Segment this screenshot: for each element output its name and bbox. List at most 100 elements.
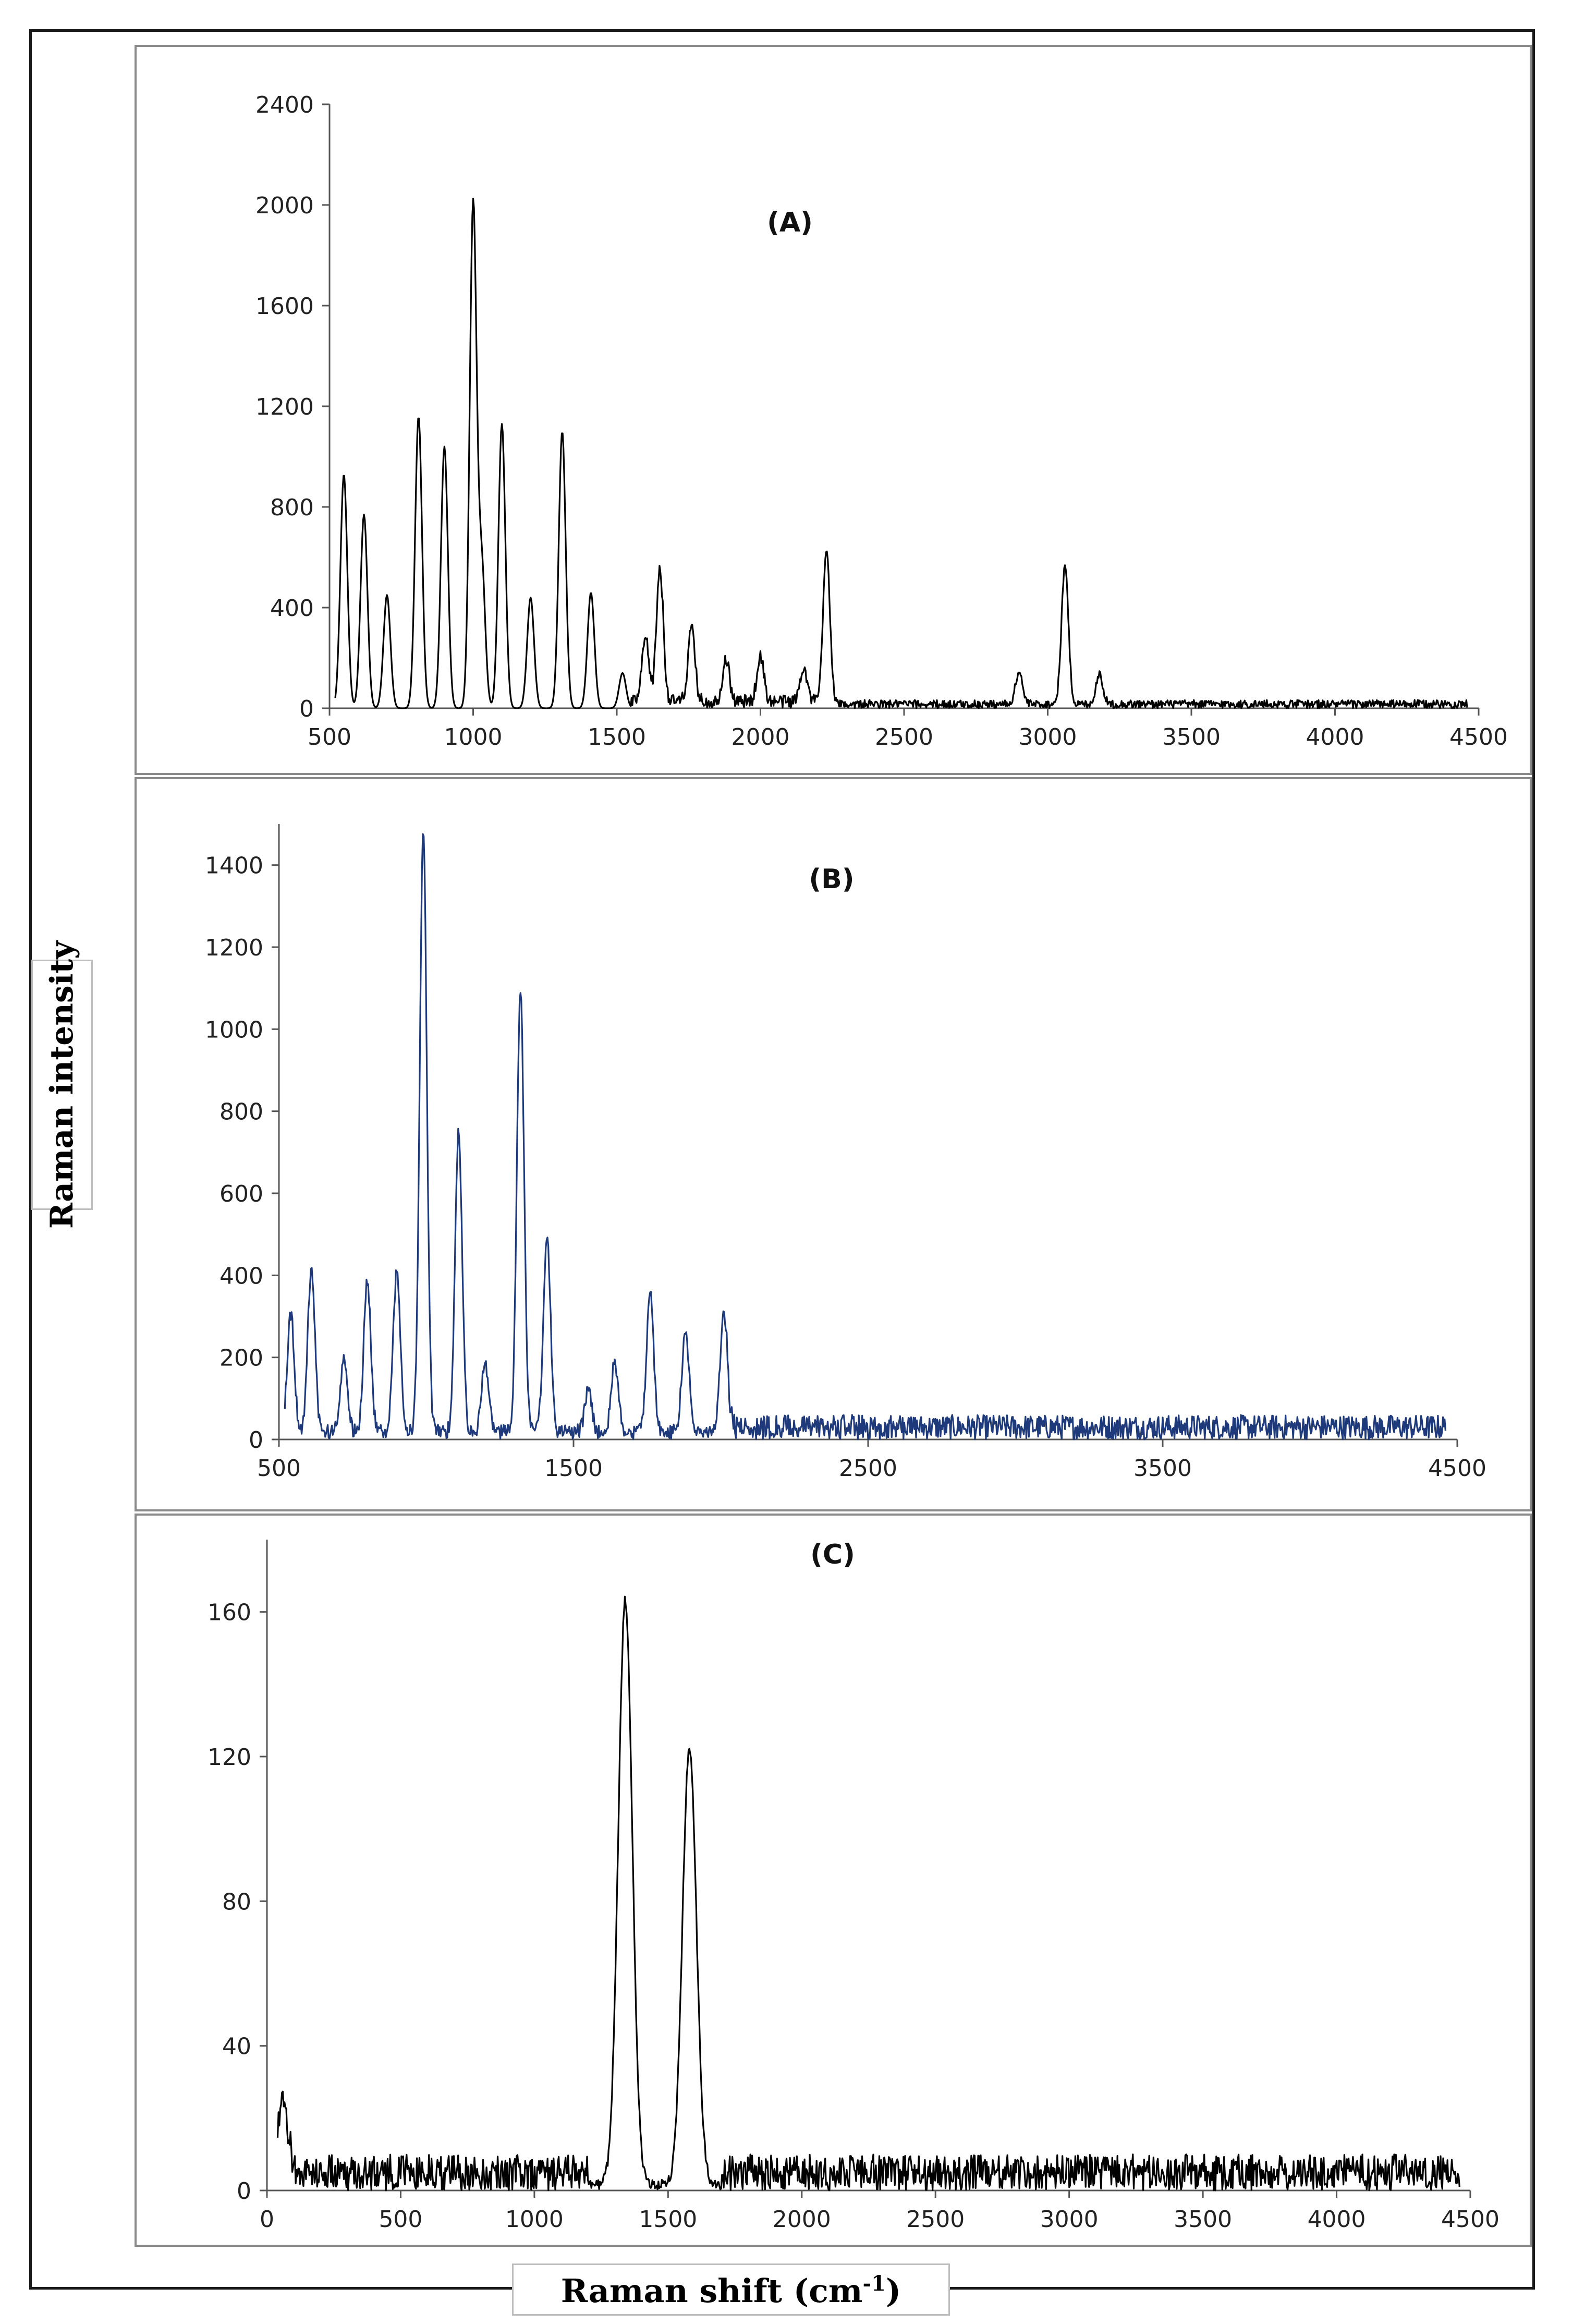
peak-point-c [688,1752,690,1754]
x-tick-label-c: 2500 [906,2206,965,2233]
peak-point-a [501,423,503,425]
peak-point-a [363,513,365,515]
peak-point-b [723,1315,725,1317]
peak-point-b [519,995,521,997]
x-tick-label-c: 3000 [1040,2206,1099,2233]
peak-point-a [472,204,474,206]
x-tick-label-c: 1000 [505,2206,564,2233]
peak-point-b [422,839,424,841]
peak-point-b [343,1364,345,1366]
x-tick-label-b: 4500 [1428,1455,1486,1482]
y-tick-label-a: 2400 [255,92,314,118]
x-tick-label-a: 1000 [444,724,503,751]
y-tick-label-c: 160 [208,1600,251,1626]
x-tick-label-c: 2000 [773,2206,831,2233]
x-tick-label-a: 500 [308,724,351,751]
peak-point-a [561,430,563,432]
peak-point-a [825,554,827,556]
y-tick-label-a: 1200 [255,394,314,420]
peak-point-c [282,2124,284,2126]
x-axis-label-close: ) [885,2271,901,2310]
peak-point-a [530,597,532,599]
y-tick-label-b: 1200 [205,935,263,961]
x-tick-label-b: 500 [257,1455,301,1482]
peak-point-a [1099,677,1101,679]
peak-point-a [1018,674,1020,676]
y-axis-label-box [31,960,93,1210]
peak-point-b [367,1287,369,1289]
x-tick-label-a: 2000 [731,724,790,751]
peak-point-b [310,1274,312,1276]
y-tick-label-b: 1000 [205,1016,263,1043]
y-tick-label-a: 2000 [255,192,314,219]
peak-point-a [418,415,420,417]
x-tick-label-b: 3500 [1133,1455,1192,1482]
x-tick-label-c: 1500 [639,2206,697,2233]
x-axis-label-superscript: -1 [862,2271,886,2296]
y-tick-label-b: 800 [220,1099,263,1125]
peak-point-a [621,672,624,674]
peak-point-a [725,664,727,667]
x-tick-label-a: 3500 [1162,724,1221,751]
spectrum-line-c [276,1595,1460,2192]
peak-point-b [614,1369,616,1371]
x-axis-label: Raman shift (cm-1) [561,2271,901,2310]
chart-panel-b: 0 200 400 600 800 1000 1200 1400 500 1500 2500 3500… [205,824,1486,1482]
panel-b-frame [135,777,1532,1511]
y-tick-label-c: 0 [237,2178,251,2205]
x-tick-label-c: 0 [260,2206,274,2233]
y-tick-label-a: 400 [270,595,314,622]
peak-point-a [644,644,647,646]
peak-point-a [760,662,762,664]
peak-point-b [685,1336,687,1338]
x-tick-label-a: 2500 [875,724,933,751]
peak-point-a [481,566,483,568]
peak-point-a [386,594,388,596]
peak-point-a [443,445,445,447]
x-tick-label-b: 1500 [544,1455,603,1482]
spectrum-line-b [284,833,1446,1441]
y-tick-label-c: 80 [222,1889,251,1915]
x-tick-label-a: 4500 [1449,724,1508,751]
x-tick-label-c: 4000 [1308,2206,1366,2233]
y-tick-label-a: 800 [270,494,314,521]
x-tick-label-c: 4500 [1441,2206,1499,2233]
y-tick-label-b: 1400 [205,853,263,879]
y-tick-label-b: 400 [220,1263,263,1289]
peak-point-a [590,591,592,594]
x-tick-label-b: 2500 [839,1455,897,1482]
x-tick-label-a: 1500 [588,724,646,751]
y-tick-label-c: 120 [208,1744,251,1771]
peak-point-b [458,1139,460,1141]
chart-panel-c: 0 40 80 120 160 0 500 1000 1500 2000 2500 3000 3500 4… [208,1539,1499,2233]
peak-point-a [1064,569,1066,571]
x-tick-label-a: 4000 [1306,724,1364,751]
chart-title-a: (A) [767,207,813,238]
x-axis-label-main: Raman shift (cm [560,2271,863,2310]
y-tick-label-b: 200 [220,1345,263,1372]
peak-point-b [587,1397,589,1399]
panel-c-frame [135,1514,1532,2247]
y-tick-label-a: 1600 [255,293,314,320]
x-axis-label-box [512,2264,950,2316]
peak-point-b [484,1369,486,1371]
peak-point-b [546,1241,548,1243]
peak-point-c [624,1604,626,1606]
panel-a-frame [135,45,1532,775]
chart-panel-a: 0 400 800 1200 1600 2000 2400 500 1000 1500 2000 25… [255,92,1508,751]
peak-point-a [802,672,804,674]
peak-point-a [690,634,692,636]
y-tick-label-c: 40 [222,2034,251,2060]
x-tick-label-a: 3000 [1019,724,1077,751]
y-tick-label-a: 0 [299,696,314,722]
x-tick-label-c: 3500 [1174,2206,1232,2233]
y-tick-label-b: 600 [220,1181,263,1207]
chart-title-c: (C) [810,1539,855,1570]
y-tick-label-b: 0 [249,1427,263,1454]
peak-point-a [659,574,661,576]
chart-title-b: (B) [809,864,854,895]
peak-point-b [649,1299,651,1301]
peak-point-b [290,1320,292,1322]
